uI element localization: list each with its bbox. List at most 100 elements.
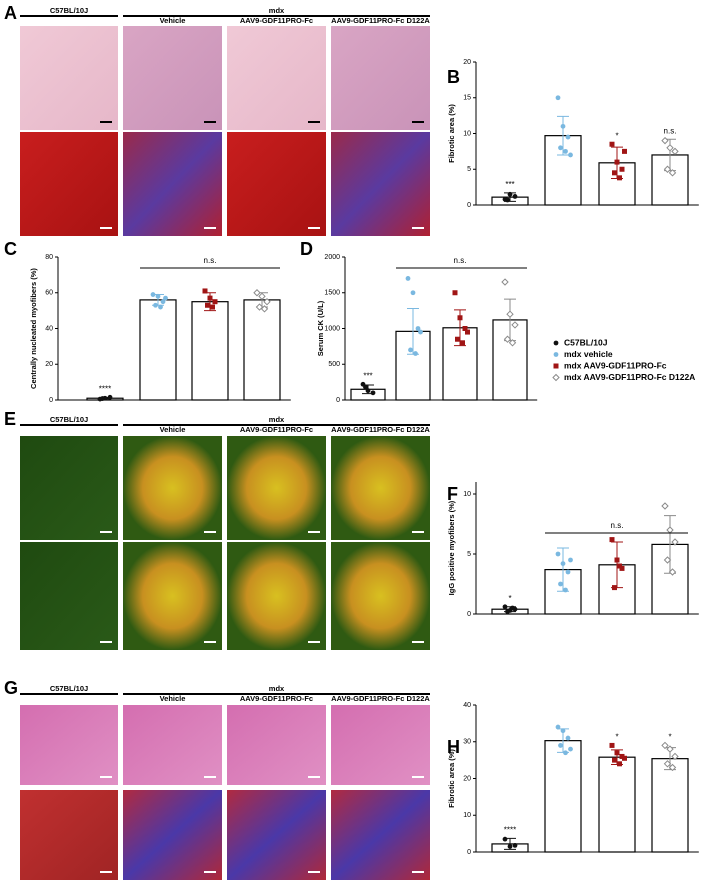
micrograph (123, 790, 222, 880)
data-point (666, 144, 674, 152)
data-point (671, 147, 679, 156)
data-point (614, 557, 620, 563)
micrograph (123, 132, 222, 236)
data-point (668, 763, 677, 772)
micrograph (227, 542, 326, 650)
data-point (207, 295, 213, 301)
data-point (565, 134, 571, 140)
data-point (505, 197, 510, 203)
group-header: Vehicle (160, 425, 186, 434)
y-tick-label: 0 (467, 611, 471, 618)
bracket-label: n.s. (611, 521, 624, 530)
y-tick-label: 1500 (324, 290, 340, 297)
data-point (663, 165, 672, 173)
micrograph (20, 132, 118, 236)
data-point (671, 752, 679, 761)
significance: n.s. (664, 126, 677, 135)
data-point (565, 569, 571, 575)
data-point (563, 587, 568, 593)
significance: * (615, 131, 618, 140)
data-point (501, 278, 509, 286)
y-axis-label: Serum CK (U/L) (316, 300, 325, 356)
legend-label: mdx vehicle (564, 349, 613, 359)
y-axis-label: IgG positive myofibers (%) (447, 500, 456, 595)
y-axis-label: Fibrotic area (%) (447, 104, 456, 163)
significance: **** (504, 826, 516, 835)
data-point (150, 292, 156, 297)
data-point (413, 351, 418, 356)
data-point (506, 310, 514, 318)
y-tick-label: 5 (467, 551, 471, 558)
micrograph (123, 436, 222, 540)
group-header: Vehicle (160, 16, 186, 25)
data-point (609, 537, 615, 543)
data-point (619, 166, 625, 172)
data-point (622, 148, 627, 154)
data-point (455, 336, 460, 342)
data-point (661, 502, 669, 510)
data-point (502, 836, 508, 842)
data-point (666, 745, 674, 753)
bar (598, 756, 636, 853)
y-tick-label: 20 (45, 361, 53, 368)
data-point (555, 95, 561, 101)
group-header: AAV9-GDF11PRO-Fc (240, 425, 313, 434)
y-tick-label: 0 (49, 397, 53, 404)
significance: **** (99, 384, 111, 393)
data-point (555, 551, 561, 557)
data-point (666, 526, 674, 534)
data-point (408, 347, 413, 353)
panel-letter: E (4, 409, 16, 429)
data-point (663, 760, 672, 768)
significance: * (615, 733, 618, 742)
panel-letter: A (4, 3, 17, 23)
strain-header: C57BL/10J (50, 415, 88, 424)
significance: * (508, 594, 511, 603)
strain-header: mdx (269, 6, 285, 15)
data-point (410, 290, 416, 296)
strain-header: C57BL/10J (50, 684, 88, 693)
micrograph (20, 542, 118, 650)
data-point (107, 394, 113, 400)
data-point (212, 299, 218, 305)
micrograph (227, 26, 326, 130)
data-point (614, 750, 620, 756)
micrograph (331, 436, 430, 540)
micrograph (123, 705, 222, 785)
data-point (462, 326, 468, 331)
data-point (452, 290, 458, 296)
data-point (210, 304, 215, 310)
data-point (511, 321, 519, 329)
data-point (512, 842, 518, 848)
data-point (418, 329, 423, 335)
data-point (457, 315, 463, 321)
data-point (552, 373, 560, 382)
y-tick-label: 20 (463, 775, 471, 782)
data-point (558, 145, 563, 151)
micrograph (331, 26, 430, 130)
data-point (507, 191, 513, 197)
data-point (617, 761, 622, 767)
legend-label: C57BL/10J (564, 337, 608, 347)
data-point (617, 175, 622, 181)
data-point (563, 148, 568, 154)
data-point (100, 396, 105, 401)
y-tick-label: 0 (467, 202, 471, 209)
data-point (609, 141, 615, 147)
y-tick-label: 60 (45, 290, 53, 297)
data-point (158, 304, 163, 310)
data-point (663, 556, 672, 564)
data-point (370, 390, 376, 396)
data-point (558, 743, 563, 748)
group-header: AAV9-GDF11PRO-Fc D122A (331, 16, 430, 25)
bar (243, 299, 281, 401)
y-tick-label: 0 (467, 849, 471, 856)
data-point (560, 728, 566, 734)
y-tick-label: 80 (45, 254, 53, 261)
data-point (661, 741, 669, 750)
data-point (153, 302, 158, 308)
data-point (609, 742, 615, 748)
data-point (668, 169, 677, 177)
